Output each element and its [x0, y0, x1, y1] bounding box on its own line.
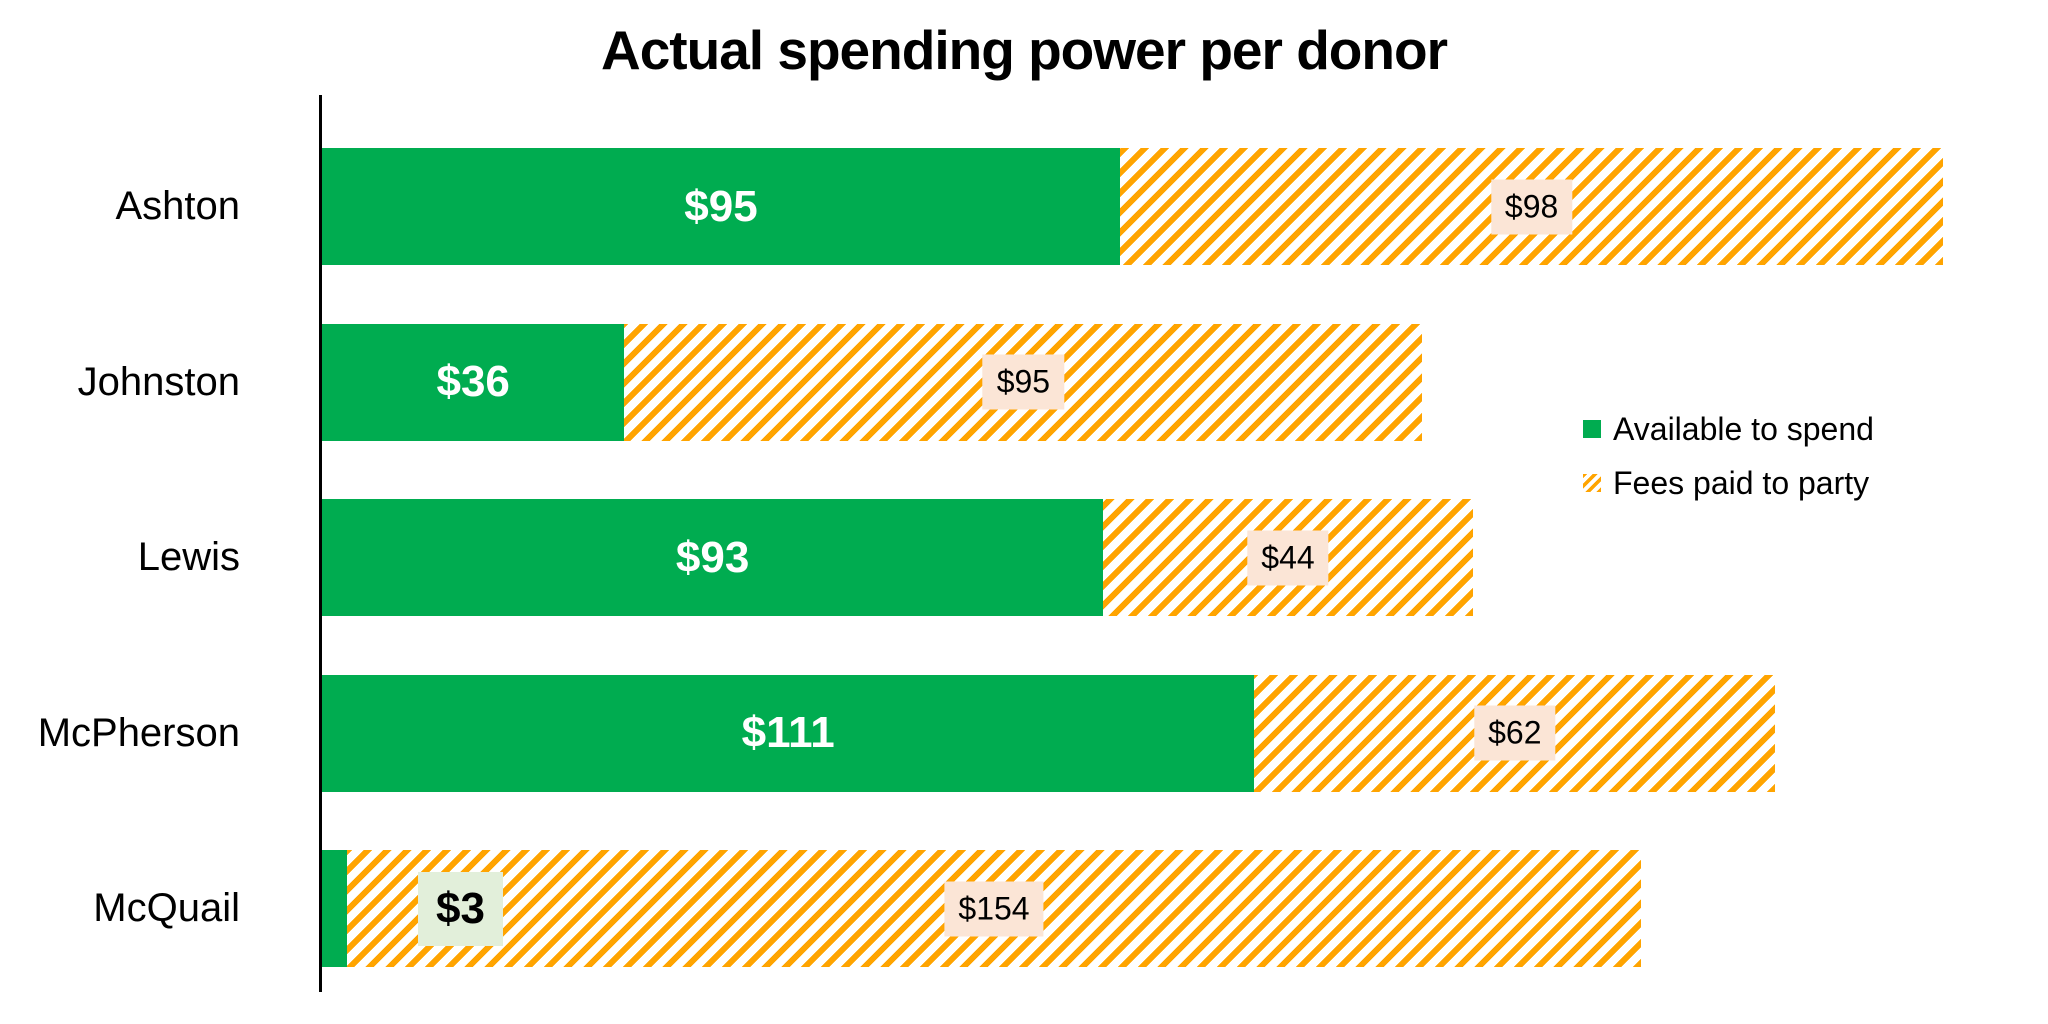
bar-available-johnston: $36	[322, 323, 625, 441]
legend: Available to spend Fees paid to party	[1583, 410, 1874, 518]
legend-label-available: Available to spend	[1613, 410, 1874, 447]
bar-available-mcpherson: $111	[322, 674, 1255, 792]
value-label-fees: $62	[1474, 705, 1556, 761]
bar-available-ashton: $95	[322, 148, 1120, 265]
y-axis-line	[319, 95, 322, 992]
value-label-available: $36	[436, 357, 510, 406]
category-label-johnston: Johnston	[77, 359, 240, 404]
legend-label-fees: Fees paid to party	[1613, 464, 1870, 501]
legend-item-fees: Fees paid to party	[1583, 464, 1874, 502]
value-label-available: $95	[684, 181, 758, 231]
chart-title: Actual spending power per donor	[601, 19, 1448, 81]
legend-swatch-fees-icon	[1583, 474, 1601, 492]
category-label-lewis: Lewis	[137, 535, 240, 579]
value-label-fees: $154	[944, 881, 1044, 936]
value-label-fees: $44	[1247, 530, 1329, 585]
value-label-fees: $98	[1490, 179, 1573, 234]
legend-item-available: Available to spend	[1583, 410, 1874, 448]
value-label-available: $3	[418, 871, 503, 946]
value-label-fees: $95	[982, 354, 1065, 410]
legend-swatch-available-icon	[1583, 420, 1601, 438]
bar-available-lewis: $93	[322, 499, 1104, 616]
value-label-available: $111	[741, 708, 835, 757]
category-label-mcpherson: McPherson	[37, 710, 240, 755]
value-label-available: $93	[675, 532, 750, 582]
category-label-mcquail: McQuail	[93, 886, 240, 930]
bar-available-mcquail	[322, 850, 348, 967]
category-label-ashton: Ashton	[115, 184, 240, 228]
